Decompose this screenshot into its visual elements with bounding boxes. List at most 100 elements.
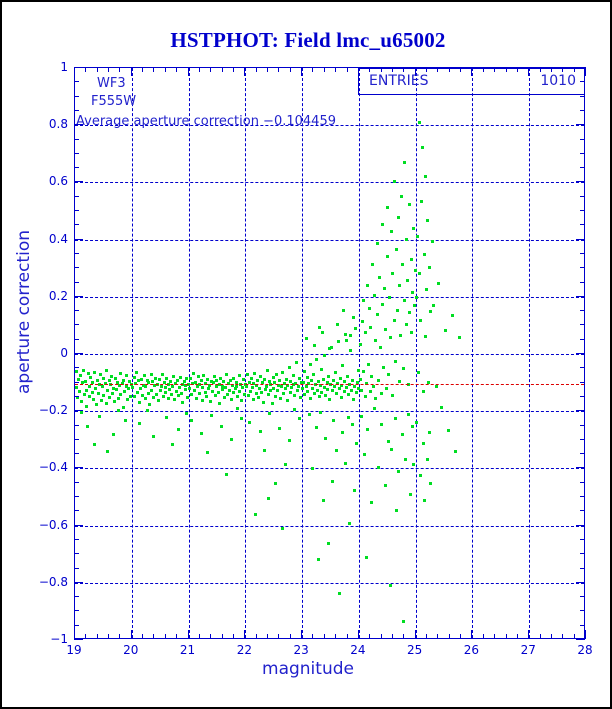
- scatter-point: [345, 385, 349, 389]
- scatter-point: [273, 481, 277, 485]
- scatter-point: [406, 278, 410, 282]
- scatter-point: [370, 374, 374, 378]
- scatter-point: [364, 330, 368, 334]
- x-axis-major-tick-top: [414, 67, 416, 76]
- scatter-point: [205, 450, 209, 454]
- y-axis-minor-tick-right: [580, 453, 585, 455]
- y-axis-minor-tick: [74, 538, 79, 540]
- scatter-point: [99, 398, 103, 402]
- x-axis-major-tick: [301, 630, 303, 639]
- scatter-point: [300, 380, 304, 384]
- scatter-point: [195, 396, 198, 400]
- gridline-horizontal: [75, 582, 584, 584]
- x-axis-minor-tick-top: [562, 67, 564, 72]
- scatter-point: [318, 325, 322, 329]
- scatter-point: [314, 383, 318, 387]
- scatter-point: [401, 367, 405, 371]
- x-axis-minor-tick-top: [164, 67, 166, 72]
- scatter-point: [458, 335, 462, 339]
- y-axis-minor-tick-right: [580, 567, 585, 569]
- scatter-point: [182, 379, 186, 383]
- y-axis-major-tick-right: [576, 467, 585, 469]
- scatter-point: [313, 391, 317, 395]
- scatter-point: [418, 272, 422, 276]
- scatter-point: [386, 440, 390, 444]
- scatter-point: [271, 376, 275, 380]
- y-axis-minor-tick-right: [580, 95, 585, 97]
- y-axis-minor-tick-right: [580, 496, 585, 497]
- x-axis-major-tick-top: [357, 67, 359, 76]
- scatter-point: [141, 383, 145, 387]
- scatter-point: [417, 370, 420, 374]
- scatter-point: [179, 391, 183, 395]
- scatter-point: [344, 333, 348, 337]
- scatter-point: [107, 379, 111, 383]
- y-axis-major-tick-right: [576, 181, 585, 183]
- scatter-point: [407, 413, 411, 417]
- x-axis-minor-tick: [153, 634, 155, 639]
- scatter-point: [258, 430, 262, 434]
- scatter-point: [302, 393, 306, 397]
- scatter-point: [426, 218, 430, 222]
- x-axis-minor-tick: [96, 634, 98, 639]
- scatter-point: [347, 393, 351, 397]
- scatter-point: [384, 327, 388, 331]
- scatter-point: [353, 327, 357, 331]
- scatter-point: [423, 498, 427, 502]
- y-axis-minor-tick-right: [580, 81, 585, 83]
- scatter-point: [192, 371, 196, 375]
- scatter-point: [92, 397, 96, 401]
- scatter-point: [101, 377, 105, 381]
- scatter-point: [270, 402, 274, 406]
- gridline-horizontal: [75, 239, 584, 241]
- scatter-point: [202, 373, 206, 377]
- scatter-point: [285, 398, 289, 402]
- scatter-point: [117, 384, 121, 388]
- y-axis-minor-tick: [74, 138, 79, 140]
- y-axis-minor-tick: [74, 310, 79, 312]
- scatter-point: [126, 397, 130, 401]
- gridline-horizontal: [75, 411, 584, 413]
- scatter-point: [327, 374, 331, 378]
- scatter-point: [168, 388, 172, 392]
- y-axis-minor-tick-right: [580, 367, 585, 369]
- scatter-point: [362, 299, 366, 303]
- y-axis-tick-label: −0.4: [38, 460, 68, 475]
- y-axis-major-tick: [74, 353, 83, 354]
- scatter-point: [287, 366, 291, 370]
- x-axis-minor-tick-top: [153, 67, 155, 72]
- x-axis-minor-tick-top: [176, 67, 178, 72]
- scatter-point: [267, 496, 271, 500]
- scatter-point: [348, 349, 352, 353]
- scatter-point: [288, 438, 292, 442]
- scatter-point: [260, 381, 264, 385]
- y-axis-tick-label: −0.8: [38, 574, 68, 589]
- scatter-point: [443, 329, 447, 333]
- scatter-point: [260, 390, 264, 394]
- scatter-point: [312, 343, 316, 347]
- gridline-vertical: [358, 68, 360, 638]
- scatter-point: [407, 310, 411, 314]
- scatter-point: [403, 160, 407, 164]
- scatter-point: [95, 402, 99, 406]
- scatter-point: [172, 398, 176, 402]
- scatter-point: [318, 384, 322, 388]
- x-axis-major-tick-top: [244, 67, 246, 76]
- scatter-point: [278, 426, 282, 430]
- scatter-point: [315, 426, 319, 430]
- scatter-point: [412, 462, 416, 466]
- scatter-point: [279, 397, 283, 401]
- scatter-point: [196, 375, 200, 379]
- scatter-point: [105, 450, 109, 454]
- scatter-point: [344, 339, 348, 343]
- scatter-point: [86, 372, 90, 376]
- scatter-point: [298, 416, 302, 420]
- scatter-points-layer: [75, 68, 584, 638]
- y-axis-minor-tick-right: [580, 324, 585, 326]
- scatter-point: [423, 334, 427, 338]
- y-axis-minor-tick-right: [580, 381, 585, 383]
- scatter-point: [338, 377, 342, 381]
- scatter-point: [210, 389, 214, 393]
- gridline-horizontal: [75, 468, 584, 470]
- scatter-point: [118, 371, 122, 375]
